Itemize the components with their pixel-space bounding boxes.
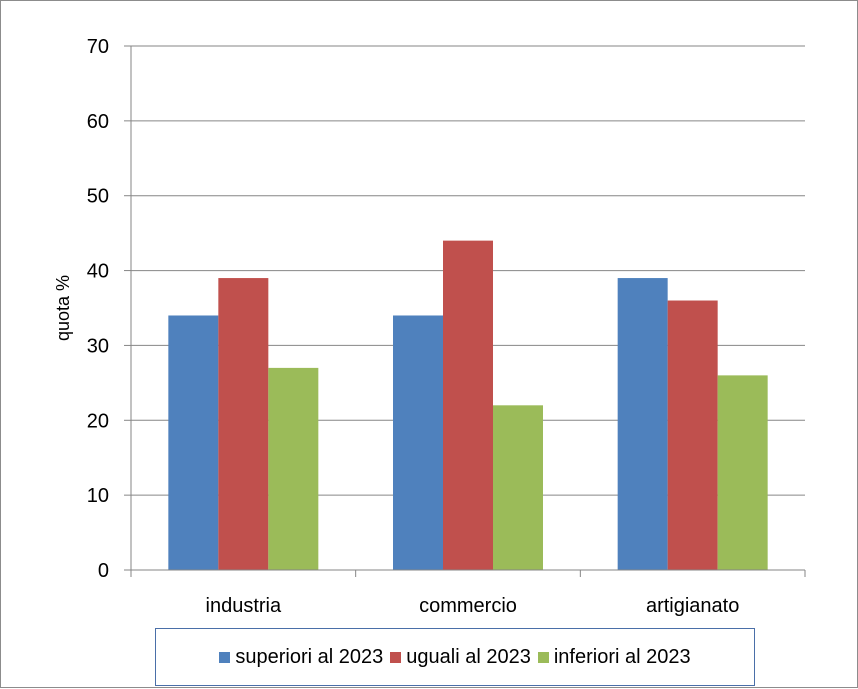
bar-artigianato-1 bbox=[667, 300, 718, 570]
bars bbox=[168, 240, 768, 570]
legend-label: inferiori al 2023 bbox=[553, 645, 691, 668]
y-axis-title: quota % bbox=[53, 275, 73, 341]
legend-swatch bbox=[537, 651, 549, 663]
x-tick-label: commercio bbox=[419, 595, 517, 617]
y-tick-label: 50 bbox=[87, 186, 109, 208]
y-tick-label: 60 bbox=[87, 111, 109, 133]
legend: superiori al 2023 uguali al 2023 inferiori… bbox=[155, 628, 755, 686]
legend-swatch bbox=[390, 651, 402, 663]
legend-label: uguali al 2023 bbox=[406, 645, 531, 668]
legend-item: superiori al 2023 bbox=[219, 646, 383, 669]
legend-item: inferiori al 2023 bbox=[537, 645, 691, 669]
y-tick-label: 0 bbox=[98, 560, 109, 582]
bar-industria-2 bbox=[268, 367, 319, 570]
bar-commercio-0 bbox=[393, 315, 443, 570]
legend-label: superiori al 2023 bbox=[235, 645, 384, 668]
bar-industria-0 bbox=[168, 315, 219, 570]
x-tick-labels: industria commercio artigianato bbox=[206, 595, 740, 617]
x-tick-label: artigianato bbox=[646, 595, 739, 617]
legend-swatch bbox=[219, 651, 231, 663]
bar-artigianato-0 bbox=[617, 278, 668, 570]
y-tick-labels: 0 10 20 30 40 50 60 70 bbox=[87, 36, 109, 582]
y-tick-label: 10 bbox=[87, 485, 109, 507]
x-tick-label: industria bbox=[206, 595, 282, 617]
y-tick-label: 70 bbox=[87, 36, 109, 58]
bar-industria-1 bbox=[218, 278, 269, 570]
y-tick-label: 30 bbox=[87, 335, 109, 357]
axes bbox=[124, 45, 806, 577]
legend-item: uguali al 2023 bbox=[390, 646, 531, 669]
y-tick-label: 40 bbox=[87, 261, 109, 283]
bar-commercio-1 bbox=[443, 240, 493, 570]
bar-artigianato-2 bbox=[717, 375, 768, 570]
y-tick-label: 20 bbox=[87, 410, 109, 432]
bar-commercio-2 bbox=[493, 405, 543, 570]
